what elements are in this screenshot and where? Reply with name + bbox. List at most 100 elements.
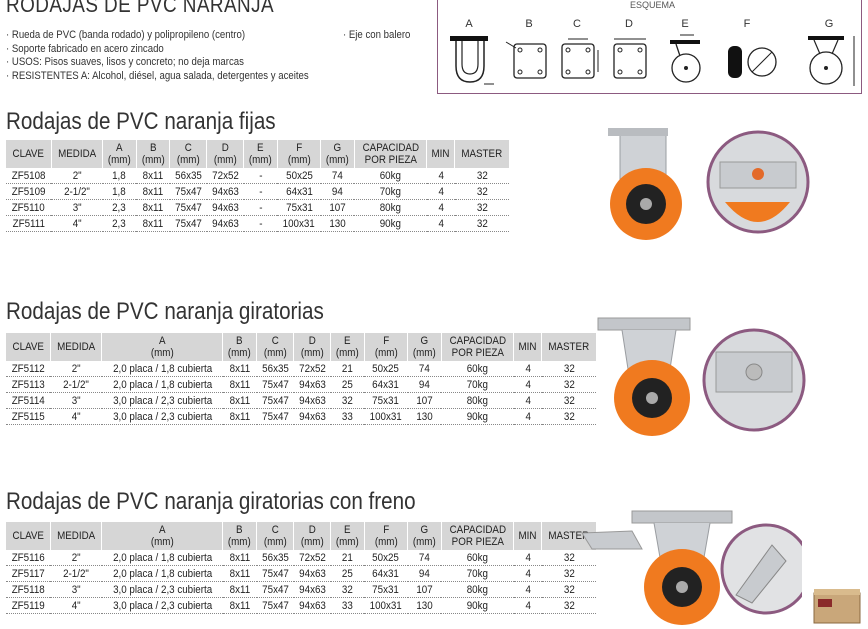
table-cell: 56x35 (169, 168, 207, 184)
table-cell: 1,8 (102, 183, 137, 200)
table-cell: 8x11 (222, 550, 257, 566)
column-header: A (mm) (102, 140, 137, 168)
column-header: C (mm) (169, 140, 208, 168)
table-cell: ZF5113 (6, 376, 51, 393)
table-row: ZF5115 4" 3,0 placa / 2,3 cubierta 8x11 75x4… (6, 408, 597, 425)
table-cell: 60kg (441, 550, 514, 566)
column-header: MEDIDA (50, 522, 103, 550)
schema-f: F (718, 18, 777, 88)
column-header: CAPACIDAD POR PIEZA (441, 333, 515, 361)
table-cell: 72x52 (293, 361, 331, 377)
table-body: ZF5108 2" 1,8 8x11 56x35 72x52-50x25 74 60kg 4 32… (6, 168, 510, 232)
schema-g: G (800, 18, 858, 88)
table-cell: 60kg (441, 361, 514, 377)
table-cell: 94x63 (293, 581, 331, 598)
table-cell: 100x31 (364, 408, 408, 425)
table-cell: 32 (541, 550, 597, 566)
table-cell: 3,0 placa / 2,3 cubierta (101, 408, 223, 425)
table-cell: 32 (454, 215, 510, 232)
column-header: D (mm) (293, 522, 332, 550)
feature-bearing: · Eje con balero (343, 29, 411, 41)
column-header: A (mm) (101, 522, 224, 550)
table-cell: 4 (513, 361, 542, 377)
column-header: B (mm) (222, 522, 258, 550)
plate-spacing-icon (561, 38, 599, 79)
table-header-row: CLAVE MEDIDA A (mm) B (mm) C (mm) D (mm) E (mm… (6, 522, 597, 550)
table-cell: 75x47 (256, 565, 294, 582)
column-header: MIN (513, 522, 543, 550)
table-cell: 4 (513, 565, 542, 582)
schema-d: D (600, 18, 658, 88)
feature-item: · RESISTENTES A: Alcohol, diésel, agua s… (6, 69, 309, 82)
feature-item: · USOS: Pisos suaves, lisos y concreto; … (6, 56, 244, 68)
table-cell: 130 (407, 408, 442, 425)
table-cell: 32 (454, 183, 510, 200)
table-cell: - (243, 199, 278, 216)
column-header: D (mm) (293, 333, 332, 361)
column-header: G (mm) (407, 333, 442, 361)
table-row: ZF5116 2" 2,0 placa / 1,8 cubierta 8x11 56x3… (6, 550, 597, 566)
table-row: ZF5112 2" 2,0 placa / 1,8 cubierta 8x11 56x3… (6, 361, 597, 377)
table-cell: 8x11 (222, 565, 257, 582)
column-header: MIN (426, 140, 456, 168)
table-cell: ZF5118 (6, 581, 51, 598)
table-cell: 94x63 (206, 215, 244, 232)
column-header: E (mm) (330, 522, 365, 550)
table-cell: 80kg (441, 392, 514, 409)
table-cell: 75x31 (364, 581, 408, 598)
spec-table-swivel: CLAVE MEDIDA A (mm) B (mm) C (mm) D (mm) E (mm… (6, 333, 597, 425)
table-cell: 32 (541, 392, 597, 409)
column-header: MEDIDA (51, 140, 104, 168)
table-cell: 50x25 (364, 550, 408, 566)
table-cell: 94 (407, 376, 442, 393)
schema-c: C (548, 18, 606, 88)
table-cell: ZF5112 (6, 361, 51, 377)
table-cell: 75x47 (256, 597, 294, 614)
table-cell: 90kg (441, 408, 514, 425)
column-header: F (mm) (364, 522, 409, 550)
table-cell: 94x63 (293, 392, 331, 409)
column-header: MEDIDA (50, 333, 103, 361)
table-cell: 25 (330, 565, 365, 582)
table-cell: ZF5111 (6, 215, 52, 232)
table-cell: 4 (513, 376, 542, 393)
table-cell: 4" (50, 408, 102, 425)
table-cell: 8x11 (222, 408, 257, 425)
feature-item: · Soporte fabricado en acero zincado (6, 42, 164, 55)
plate-outer-icon (613, 38, 647, 79)
table-cell: 4 (513, 597, 542, 614)
column-header: G (mm) (407, 522, 442, 550)
table-row: ZF5118 3" 3,0 placa / 2,3 cubierta 8x11 75x4… (6, 581, 597, 598)
table-cell: 75x47 (256, 392, 294, 409)
column-header: B (mm) (222, 333, 258, 361)
column-header: MASTER (454, 140, 510, 168)
table-cell: 2,0 placa / 1,8 cubierta (101, 361, 223, 377)
column-header: MIN (513, 333, 543, 361)
table-cell: 107 (407, 392, 442, 409)
table-cell: 64x31 (364, 565, 408, 582)
table-cell: 32 (541, 376, 597, 393)
table-cell: 56x35 (256, 550, 294, 566)
schema-a: A (440, 18, 498, 88)
column-header: CLAVE (6, 522, 51, 550)
table-cell: 32 (454, 199, 510, 216)
table-cell: 2,0 placa / 1,8 cubierta (101, 565, 223, 582)
table-cell: 4 (426, 199, 455, 216)
table-cell: 8x11 (136, 168, 170, 184)
swivel-offset-icon (670, 34, 701, 83)
schema-title: ESQUEMA (630, 0, 676, 10)
page-title: RODAJAS DE PVC NARANJA (6, 0, 275, 17)
table-cell: 8x11 (222, 361, 257, 377)
table-cell: 8x11 (136, 215, 170, 232)
table-row: ZF5109 2-1/2" 1,8 8x11 75x47 94x63-64x31 94 70k… (6, 183, 510, 200)
table-cell: 94x63 (293, 376, 331, 393)
column-header: CAPACIDAD POR PIEZA (441, 522, 515, 550)
table-cell: 3,0 placa / 2,3 cubierta (101, 581, 223, 598)
table-row: ZF5117 2-1/2" 2,0 placa / 1,8 cubierta 8x11… (6, 565, 597, 582)
table-cell: 4 (426, 168, 455, 184)
feature-list: · Rueda de PVC (banda rodado) y poliprop… (6, 29, 309, 83)
table-cell: 2,3 (102, 199, 137, 216)
column-header: CLAVE (6, 333, 51, 361)
table-cell: 4 (513, 408, 542, 425)
table-cell: ZF5116 (6, 550, 51, 566)
